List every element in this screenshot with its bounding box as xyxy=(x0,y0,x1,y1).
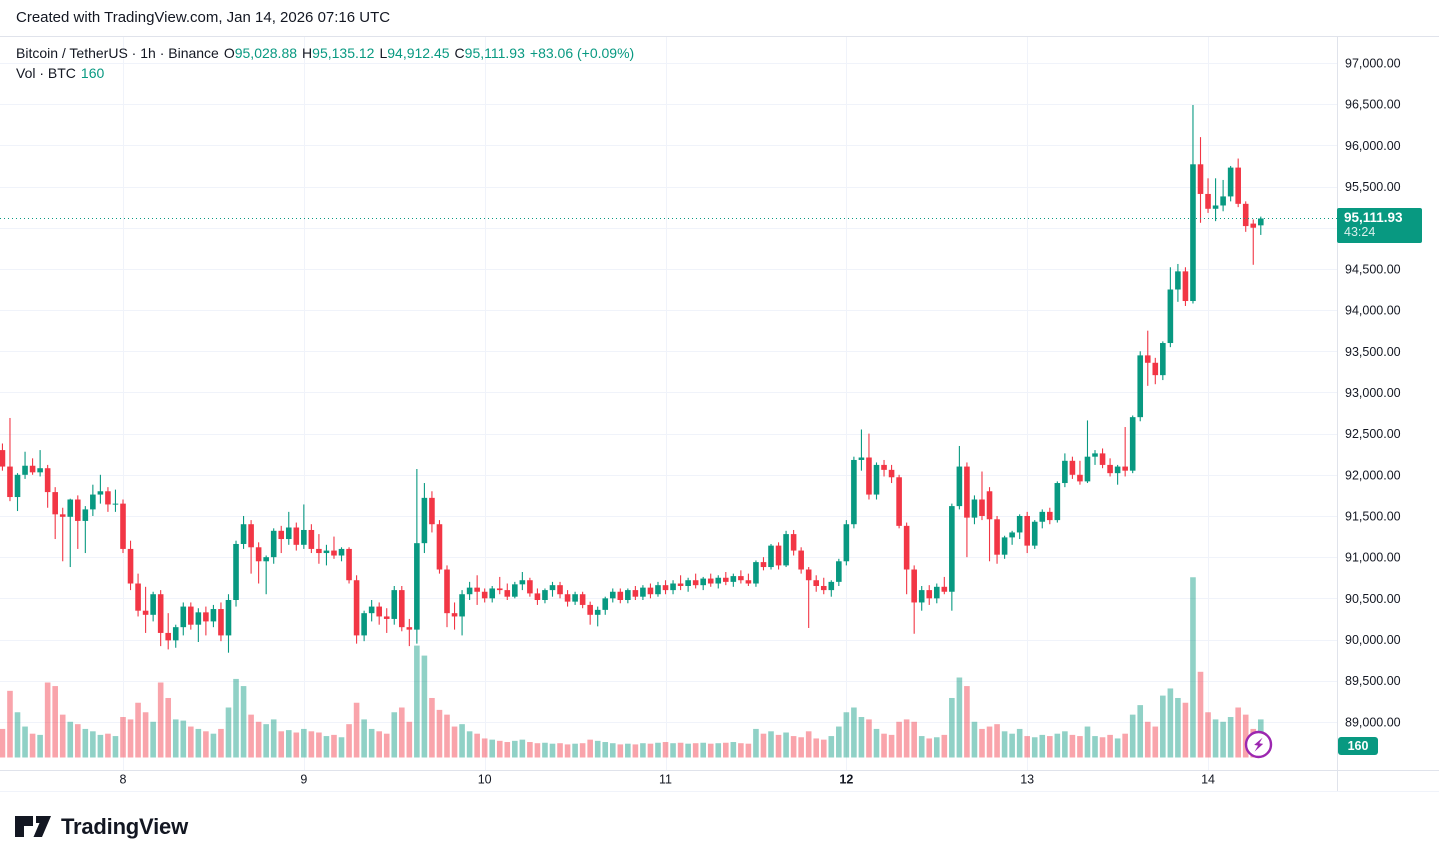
tradingview-logo[interactable]: TradingView xyxy=(14,812,188,842)
svg-text:12: 12 xyxy=(839,773,853,787)
svg-text:93,500.00: 93,500.00 xyxy=(1345,345,1401,359)
svg-text:13: 13 xyxy=(1020,773,1034,787)
svg-text:89,500.00: 89,500.00 xyxy=(1345,674,1401,688)
svg-text:9: 9 xyxy=(300,773,307,787)
svg-text:11: 11 xyxy=(659,773,672,787)
grid-layer xyxy=(0,36,1337,771)
chart-legend: Bitcoin / TetherUS · 1h · Binance O 95,02… xyxy=(16,43,634,83)
volume-legend-value: 160 xyxy=(80,65,105,81)
time-axis[interactable]: 8 9 10 11 12 13 14 xyxy=(120,773,1216,787)
svg-text:14: 14 xyxy=(1201,773,1215,787)
flash-snapshot-icon[interactable] xyxy=(1244,730,1273,759)
svg-text:90,500.00: 90,500.00 xyxy=(1345,592,1401,606)
open-value: 95,028.88 xyxy=(234,45,298,61)
open-label: O xyxy=(223,45,235,61)
low-value: 94,912.45 xyxy=(387,45,450,61)
high-value: 95,135.12 xyxy=(312,45,375,61)
tradingview-logo-mark xyxy=(15,816,51,837)
svg-text:92,000.00: 92,000.00 xyxy=(1345,468,1401,482)
close-label: C xyxy=(454,45,465,61)
svg-text:96,000.00: 96,000.00 xyxy=(1345,139,1401,153)
svg-text:91,000.00: 91,000.00 xyxy=(1345,551,1401,565)
change-value: +83.06 (+0.09%) xyxy=(529,45,635,61)
chart-borders xyxy=(0,36,1439,792)
legend-symbol-row: Bitcoin / TetherUS · 1h · Binance O 95,02… xyxy=(16,43,634,63)
svg-text:94,500.00: 94,500.00 xyxy=(1345,262,1401,276)
svg-text:91,500.00: 91,500.00 xyxy=(1345,509,1401,523)
candle-countdown: 43:24 xyxy=(1344,225,1376,239)
svg-text:89,000.00: 89,000.00 xyxy=(1345,715,1401,729)
legend-volume-row: Vol · BTC 160 xyxy=(16,63,634,83)
svg-text:97,000.00: 97,000.00 xyxy=(1345,57,1401,71)
svg-text:92,500.00: 92,500.00 xyxy=(1345,427,1401,441)
volume-legend-label: Vol · BTC xyxy=(16,65,76,81)
current-volume-label: 160 xyxy=(1338,737,1378,755)
current-price-value: 95,111.93 xyxy=(1344,210,1403,225)
created-with-text: Created with TradingView.com, Jan 14, 20… xyxy=(16,9,391,26)
tradingview-logo-text: TradingView xyxy=(61,814,188,839)
svg-text:90,000.00: 90,000.00 xyxy=(1345,633,1401,647)
svg-text:10: 10 xyxy=(478,773,492,787)
symbol-title: Bitcoin / TetherUS · 1h · Binance xyxy=(16,45,219,61)
svg-text:94,000.00: 94,000.00 xyxy=(1345,304,1401,318)
high-label: H xyxy=(302,45,313,61)
low-label: L xyxy=(379,45,388,61)
current-price-label: 95,111.93 43:24 xyxy=(1337,208,1422,243)
candles-layer xyxy=(0,105,1264,653)
svg-text:93,000.00: 93,000.00 xyxy=(1345,386,1401,400)
volume-bars-layer xyxy=(0,577,1264,758)
close-value: 95,111.93 xyxy=(464,45,525,61)
svg-text:96,500.00: 96,500.00 xyxy=(1345,98,1401,112)
price-axis[interactable]: 97,000.00 96,500.00 96,000.00 95,500.00 94,5… xyxy=(1345,57,1401,730)
svg-text:95,500.00: 95,500.00 xyxy=(1345,180,1401,194)
svg-text:8: 8 xyxy=(120,773,127,787)
